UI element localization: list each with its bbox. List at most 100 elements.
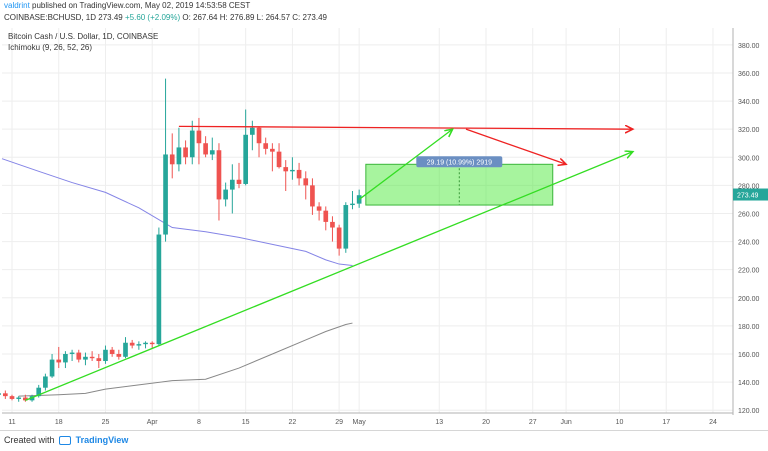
last-price-tag xyxy=(733,188,768,201)
created-with: Created with TradingView xyxy=(4,435,129,446)
candle-body xyxy=(129,342,135,346)
candle-body xyxy=(350,203,355,206)
chart-area[interactable]: 120.00 140.00 160.00 180.00 200.00 220.00 240.… xyxy=(0,28,768,430)
symbol-label: COINBASE:BCHUSD, 1D xyxy=(4,13,97,22)
candle-body xyxy=(323,210,329,222)
candle-body xyxy=(143,342,148,345)
candle-body xyxy=(270,148,275,152)
x-tick-label: 22 xyxy=(288,419,296,426)
ichimoku-line-blue xyxy=(1,158,353,266)
candle-body xyxy=(296,169,302,179)
candle-body xyxy=(196,130,202,144)
publish-text: published on TradingView.com, May 02, 20… xyxy=(32,1,251,10)
y-tick-label: 140.00 xyxy=(738,380,760,387)
candle-body xyxy=(243,134,249,184)
x-tick-label: May xyxy=(353,419,367,426)
publish-info: valdrint published on TradingView.com, M… xyxy=(4,1,250,10)
candle-body xyxy=(136,344,142,346)
candle-body xyxy=(236,179,242,184)
x-tick-label: 24 xyxy=(709,419,717,426)
candle-body xyxy=(183,147,188,158)
candle-body xyxy=(303,178,309,186)
x-tick-label: Jun xyxy=(560,419,571,426)
created-text: Created with xyxy=(4,435,55,445)
candle-body xyxy=(16,397,22,399)
y-tick-label: 240.00 xyxy=(738,240,760,247)
last-price: 273.49 xyxy=(98,13,123,22)
measure-label: 29.19 (10.99%) 2919 xyxy=(427,159,492,166)
candle-body xyxy=(330,221,335,228)
y-tick-label: 200.00 xyxy=(738,296,760,303)
indicator-label: Ichimoku (9, 26, 52, 26) xyxy=(8,43,92,52)
chart-header: valdrint published on TradingView.com, M… xyxy=(0,0,768,28)
x-tick-label: 20 xyxy=(482,419,490,426)
x-tick-label: 29 xyxy=(335,419,343,426)
candle-body xyxy=(176,147,182,165)
candle-body xyxy=(56,359,62,363)
candle-body xyxy=(3,393,8,397)
candle-body xyxy=(223,189,228,200)
candle-body xyxy=(189,130,195,158)
candle-body xyxy=(256,127,262,144)
candle-body xyxy=(9,396,15,399)
candle-body xyxy=(123,342,128,357)
y-tick-label: 320.00 xyxy=(738,127,760,134)
footer: Created with TradingView xyxy=(0,430,768,451)
candle-body xyxy=(276,151,282,168)
y-tick-label: 180.00 xyxy=(738,324,760,331)
candle-body xyxy=(310,185,315,207)
candle-body xyxy=(250,127,255,135)
candle-body xyxy=(209,150,215,155)
y-tick-label: 120.00 xyxy=(738,408,760,415)
x-tick-label: 25 xyxy=(102,419,110,426)
candle-body xyxy=(290,169,295,172)
y-tick-label: 380.00 xyxy=(738,43,760,50)
candle-body xyxy=(0,393,1,395)
candle-body xyxy=(263,143,269,149)
x-tick-label: 15 xyxy=(242,419,250,426)
last-price-label: 273.49 xyxy=(737,193,759,200)
candle-body xyxy=(69,352,75,354)
x-tick-label: 11 xyxy=(8,419,15,426)
resistance-line xyxy=(178,126,633,129)
support-trend-line xyxy=(25,152,632,401)
candle-body xyxy=(156,234,162,345)
x-tick-label: 13 xyxy=(435,419,443,426)
candle-body xyxy=(163,154,168,235)
y-tick-label: 220.00 xyxy=(738,268,760,275)
x-tick-label: 8 xyxy=(197,419,201,426)
ichimoku-line-gray xyxy=(18,322,353,397)
x-tick-label: 18 xyxy=(55,419,63,426)
candle-body xyxy=(96,358,102,362)
candle-body xyxy=(149,342,155,345)
author-link[interactable]: valdrint xyxy=(4,1,30,10)
price-chart[interactable]: 120.00 140.00 160.00 180.00 200.00 220.00 240.… xyxy=(0,28,768,430)
measure-label-bg xyxy=(416,156,503,168)
close-value: C: 273.49 xyxy=(292,13,327,22)
tradingview-brand-link[interactable]: TradingView xyxy=(75,435,129,445)
projection-arrow-down xyxy=(465,128,566,164)
candle-body xyxy=(83,356,88,360)
candle-body xyxy=(203,143,208,155)
candle-body xyxy=(169,154,175,165)
candle-body xyxy=(283,167,289,172)
candle-body xyxy=(316,206,322,211)
y-tick-label: 280.00 xyxy=(738,183,760,190)
y-tick-label: 360.00 xyxy=(738,71,760,78)
x-tick-label: 27 xyxy=(529,419,537,426)
candle-body xyxy=(89,356,95,359)
candle-body xyxy=(116,353,122,357)
candle-body xyxy=(63,353,68,363)
candle-body xyxy=(103,349,108,362)
projection-arrow-up xyxy=(358,129,452,200)
y-tick-label: 260.00 xyxy=(738,211,760,218)
x-tick-label: Apr xyxy=(147,419,159,426)
candle-body xyxy=(109,349,115,354)
candle-body xyxy=(36,387,42,397)
y-tick-label: 340.00 xyxy=(738,99,760,106)
x-tick-label: 17 xyxy=(662,419,670,426)
candle-body xyxy=(336,227,342,249)
candle-body xyxy=(23,397,28,401)
price-change: +5.60 (+2.09%) xyxy=(124,13,181,22)
candle-body xyxy=(43,376,48,388)
